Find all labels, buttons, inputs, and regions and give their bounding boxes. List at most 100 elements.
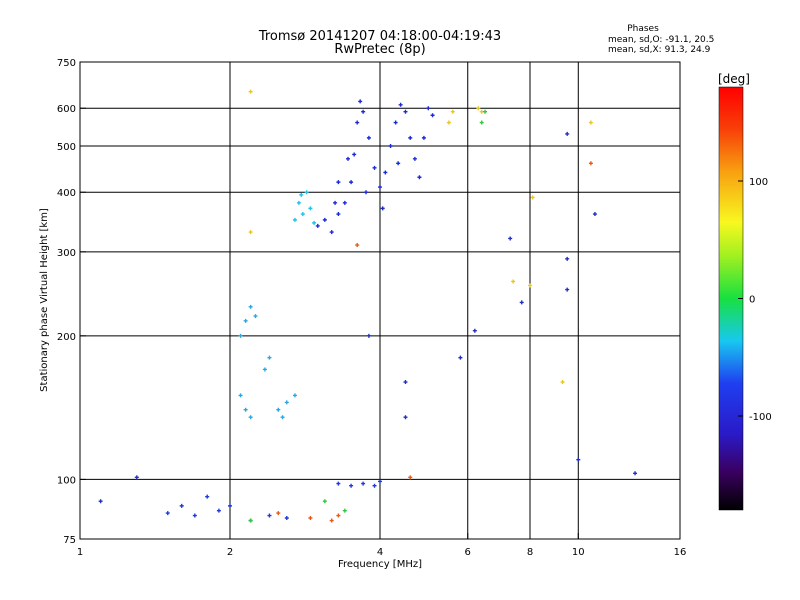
chart-title: Tromsø 20141207 04:18:00-04:19:43	[258, 29, 501, 44]
data-point	[450, 109, 455, 114]
data-point	[378, 185, 382, 190]
y-axis-label: Stationary phase Virtual Height [km]	[39, 208, 50, 392]
data-point	[364, 190, 369, 195]
colorbar-label: [deg]	[718, 72, 750, 86]
data-point	[248, 304, 253, 309]
data-point	[336, 481, 341, 486]
y-tick-label: 300	[57, 248, 76, 259]
data-point	[592, 212, 597, 217]
data-point	[284, 400, 289, 405]
data-point	[276, 511, 281, 516]
data-point	[446, 120, 451, 125]
data-point	[322, 499, 327, 504]
x-tick-label: 16	[674, 547, 687, 558]
x-axis-ticks: 1 2 4 6 8 10 16	[77, 533, 687, 558]
data-point	[511, 279, 516, 284]
colorbar-tick-label: 100	[749, 177, 768, 188]
phases-label: Phases	[627, 24, 659, 34]
stats-x: mean, sd,X: 91.3, 24.9	[608, 45, 711, 55]
colorbar-ticks: 100 0 -100	[738, 177, 772, 423]
data-point	[304, 190, 309, 195]
data-point	[565, 131, 570, 136]
data-point	[355, 243, 360, 248]
data-point	[458, 355, 463, 360]
data-point	[403, 415, 408, 420]
data-point	[508, 236, 513, 241]
data-point	[349, 483, 354, 488]
data-point	[308, 206, 313, 211]
y-tick-label: 750	[57, 58, 76, 69]
data-point	[565, 287, 570, 292]
x-axis-label: Frequency [MHz]	[338, 559, 422, 570]
data-point	[292, 393, 297, 398]
data-point	[372, 165, 377, 170]
grid-lines	[80, 62, 680, 539]
data-point	[216, 508, 221, 513]
colorbar-tick-label: 0	[749, 295, 755, 306]
data-point	[483, 109, 488, 114]
data-point	[378, 479, 382, 484]
x-tick-label: 4	[377, 547, 383, 558]
data-point	[361, 481, 366, 486]
data-point	[398, 102, 403, 107]
data-point	[479, 109, 484, 114]
data-point	[243, 407, 248, 412]
data-point	[238, 393, 243, 398]
data-point	[333, 200, 338, 205]
data-point	[342, 508, 347, 513]
data-point	[528, 283, 532, 288]
data-point	[372, 483, 377, 488]
x-tick-label: 1	[77, 547, 83, 558]
data-point	[588, 120, 593, 125]
data-point	[403, 380, 408, 385]
data-point	[267, 355, 272, 360]
data-point	[315, 223, 320, 228]
data-point	[205, 494, 210, 499]
data-point	[403, 109, 408, 114]
data-point	[565, 256, 570, 261]
data-point	[430, 113, 435, 118]
data-point	[396, 161, 401, 166]
data-point	[472, 328, 477, 333]
data-point	[253, 314, 258, 319]
data-point	[358, 99, 363, 104]
y-tick-label: 600	[57, 104, 76, 115]
data-point	[192, 513, 197, 518]
data-point	[408, 475, 413, 480]
data-point	[308, 516, 313, 521]
y-tick-label: 400	[57, 188, 76, 199]
data-point	[421, 135, 426, 140]
data-point	[312, 220, 317, 225]
stats-o: mean, sd,O: -91.1, 20.5	[608, 35, 714, 45]
data-point	[329, 230, 334, 235]
data-point	[248, 518, 253, 523]
data-point	[280, 415, 285, 420]
data-point	[349, 180, 354, 185]
y-tick-label: 200	[57, 332, 76, 343]
data-point	[352, 152, 357, 157]
colorbar-tick-label: -100	[749, 412, 772, 423]
data-point	[267, 513, 272, 518]
data-point	[633, 471, 638, 476]
data-point	[476, 106, 481, 111]
data-point	[262, 367, 267, 372]
data-point	[361, 109, 366, 114]
data-point	[530, 195, 535, 200]
y-tick-label: 75	[63, 535, 76, 546]
data-point	[248, 415, 253, 420]
data-point	[408, 135, 413, 140]
data-points	[98, 89, 638, 523]
data-point	[98, 499, 103, 504]
x-tick-label: 2	[227, 547, 233, 558]
data-point	[345, 156, 350, 161]
data-point	[238, 333, 243, 338]
data-point	[393, 120, 398, 125]
data-point	[336, 212, 341, 217]
data-point	[243, 318, 248, 323]
data-point	[336, 180, 341, 185]
data-point	[417, 175, 422, 180]
data-point	[380, 206, 385, 211]
data-point	[336, 513, 341, 518]
data-point	[284, 516, 289, 521]
